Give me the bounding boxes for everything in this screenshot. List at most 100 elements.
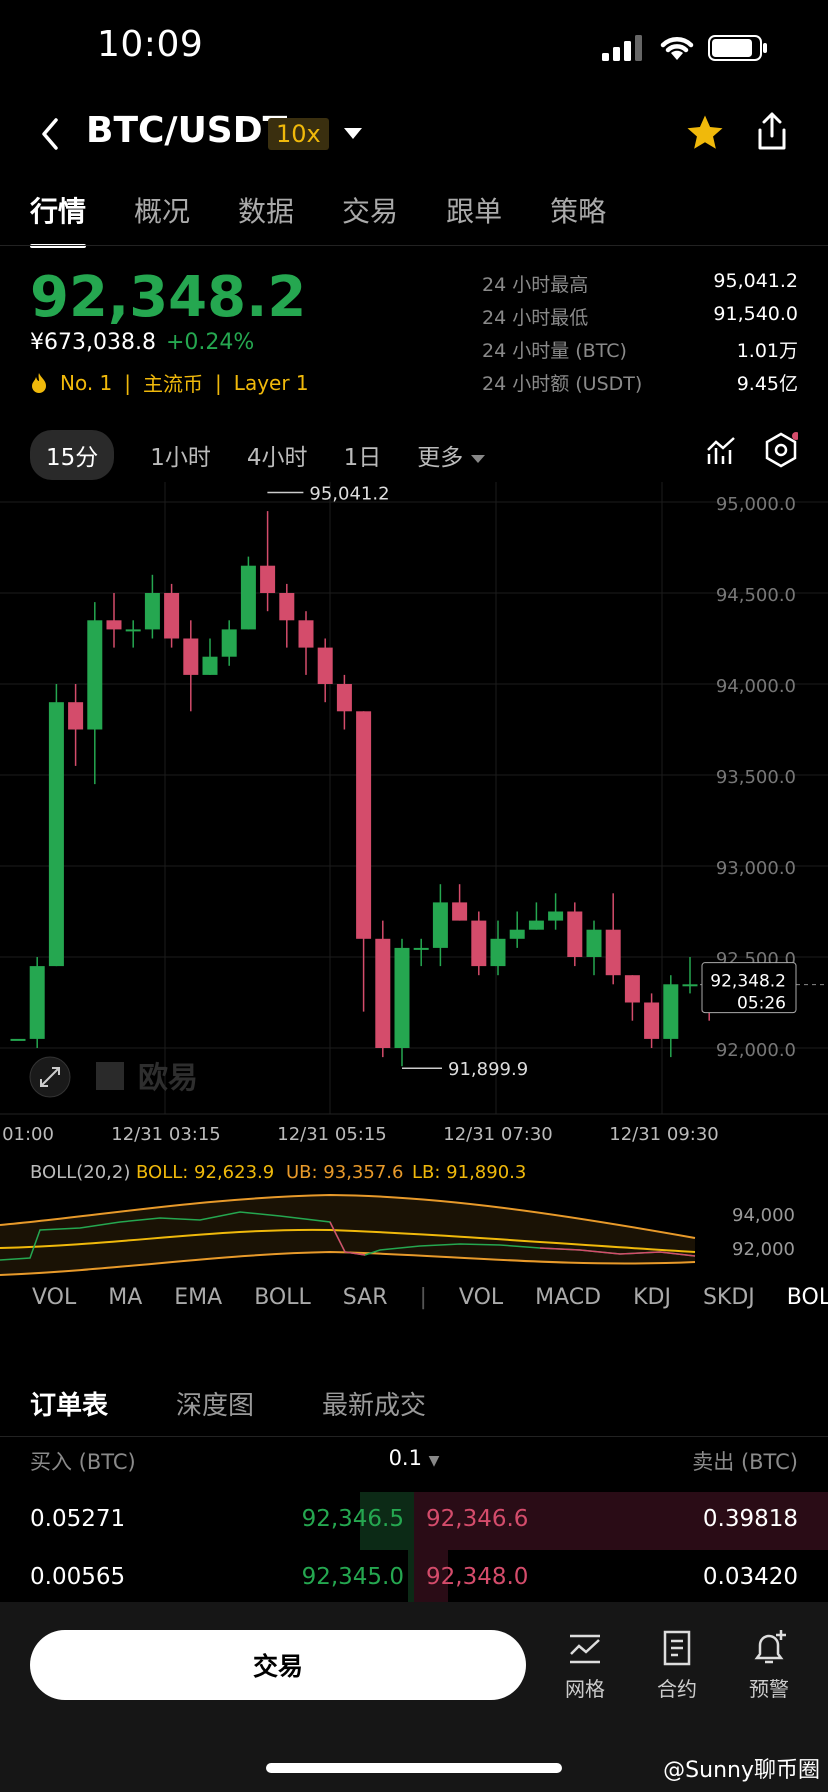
pair-title[interactable]: BTC/USDT [86, 110, 288, 151]
tf-15m[interactable]: 15分 [30, 430, 115, 480]
cny-price: ¥673,038.8 [30, 330, 156, 355]
ind-sar[interactable]: SAR [342, 1285, 388, 1310]
stat-value: 95,041.2 [713, 270, 798, 292]
tab-copy-trading[interactable]: 跟单 [446, 195, 503, 228]
candle-body [183, 638, 199, 675]
grid-button[interactable]: 网格 [550, 1628, 620, 1702]
home-indicator[interactable] [266, 1763, 562, 1773]
tab-trade[interactable]: 交易 [342, 195, 399, 228]
watermark: @Sunny聊币圈 [663, 1758, 820, 1783]
grid-chart-icon [570, 1634, 600, 1664]
ind-skdj[interactable]: SKDJ [702, 1285, 755, 1310]
candle-body [125, 629, 141, 632]
leverage-badge: 10x [268, 118, 329, 150]
candle-body [356, 711, 372, 939]
boll-band-fill [0, 1195, 695, 1275]
candle-body [586, 929, 602, 957]
candle-body [432, 902, 448, 948]
alert-label: 预警 [749, 1677, 789, 1701]
battery-icon [708, 35, 767, 61]
ind-kdj[interactable]: KDJ [633, 1285, 671, 1310]
ind-vol-sub[interactable]: VOL [458, 1285, 504, 1310]
boll-y-tick: 94,000 [732, 1205, 795, 1226]
main-tabs: 行情 概况 数据 交易 跟单 策略 [30, 190, 607, 248]
kline-chart[interactable]: 95,000.0 94,500.0 94,000.0 93,500.0 93,000.0… [0, 482, 828, 1144]
low-marker-label: 91,899.9 [448, 1059, 528, 1080]
ask-price: 92,346.6 [426, 1506, 529, 1532]
share-icon[interactable] [752, 110, 792, 152]
y-tick-label: 94,500.0 [716, 585, 796, 606]
rank-tag[interactable]: No. 1 [60, 370, 113, 395]
x-tick-label: 12/31 07:30 [443, 1124, 552, 1144]
candle-body [260, 565, 276, 593]
pair-dropdown-icon[interactable] [344, 128, 362, 139]
candle-body [394, 947, 410, 1048]
tf-more[interactable]: 更多 [417, 438, 485, 472]
indicator-chart-icon[interactable] [706, 434, 738, 466]
tf-1h[interactable]: 1小时 [150, 445, 211, 471]
candle-body [10, 1038, 26, 1041]
orderbook-row[interactable]: 0.05271 92,346.5 92,346.6 0.39818 [0, 1492, 828, 1550]
tab-depth[interactable]: 深度图 [176, 1391, 255, 1421]
boll-mid-line [0, 1228, 696, 1253]
candle-body [452, 902, 468, 921]
trade-button[interactable]: 交易 [30, 1630, 526, 1700]
ind-boll[interactable]: BOLL [254, 1285, 311, 1310]
candle-body [279, 593, 295, 621]
bid-qty: 0.00565 [30, 1564, 126, 1590]
y-tick-label: 94,000.0 [716, 676, 796, 697]
tab-market[interactable]: 行情 [30, 190, 87, 248]
boll-chart: BOLL(20,2) BOLL: 92,623.9 UB: 93,357.6 LB: … [0, 1162, 795, 1276]
divider [0, 245, 828, 246]
bid-qty: 0.05271 [30, 1506, 126, 1532]
candle-body [48, 702, 64, 967]
candle-body [29, 966, 45, 1039]
category-tag[interactable]: 主流币 [143, 372, 204, 396]
boll-lower-line [0, 1250, 696, 1276]
alert-button[interactable]: 预警 [734, 1628, 804, 1702]
candle-body [221, 629, 237, 657]
ask-qty: 0.03420 [702, 1564, 798, 1590]
price-step-select[interactable]: 0.1 ▼ [389, 1446, 440, 1476]
tf-1d[interactable]: 1日 [343, 445, 382, 471]
boll-legend: UB: 93,357.6 [286, 1162, 403, 1183]
boll-upper-line [0, 1193, 696, 1239]
x-tick-label: 12/31 05:15 [277, 1124, 386, 1144]
ind-boll-sub[interactable]: BOL [786, 1285, 828, 1310]
candle-body [375, 938, 391, 1048]
settings-hex-icon[interactable] [764, 432, 798, 468]
tab-strategy[interactable]: 策略 [550, 195, 607, 228]
contract-button[interactable]: 合约 [642, 1628, 712, 1702]
grid-label: 网格 [565, 1677, 605, 1701]
favorite-star-icon[interactable] [684, 112, 726, 154]
countdown-label: 05:26 [737, 994, 786, 1014]
chart-watermark: 欧易 [138, 1061, 198, 1096]
orderbook-header: 买入 (BTC) 0.1 ▼ 卖出 (BTC) [30, 1446, 798, 1476]
sell-header: 卖出 (BTC) [692, 1450, 798, 1474]
tf-4h[interactable]: 4小时 [246, 445, 308, 471]
ind-ma[interactable]: MA [108, 1285, 143, 1310]
candle-body [490, 938, 506, 967]
ind-ema[interactable]: EMA [174, 1285, 223, 1310]
tab-trades[interactable]: 最新成交 [322, 1391, 427, 1421]
stat-row: 24 小时量 (BTC) 1.01万 [482, 336, 798, 369]
candle-body [240, 565, 256, 630]
ask-depth-bar [414, 1492, 828, 1550]
candle-body [144, 593, 160, 630]
orderbook-row[interactable]: 0.00565 92,345.0 92,348.0 0.03420 [0, 1550, 828, 1608]
candle-body [567, 911, 583, 957]
y-tick-label: 93,500.0 [716, 767, 796, 788]
layer-tag[interactable]: Layer 1 [233, 370, 309, 395]
tab-overview[interactable]: 概况 [134, 195, 191, 228]
tab-orderbook[interactable]: 订单表 [30, 1391, 109, 1421]
bid-price: 92,346.5 [301, 1506, 404, 1532]
candle-body [663, 984, 679, 1039]
tab-data[interactable]: 数据 [238, 195, 295, 228]
back-icon[interactable] [36, 114, 66, 154]
high-marker-label: 95,041.2 [309, 484, 389, 505]
ind-vol[interactable]: VOL [32, 1285, 77, 1310]
last-price-box [701, 962, 797, 1014]
ind-macd[interactable]: MACD [535, 1285, 602, 1310]
stat-label: 24 小时最高 [482, 274, 589, 296]
candle-body [202, 656, 218, 675]
